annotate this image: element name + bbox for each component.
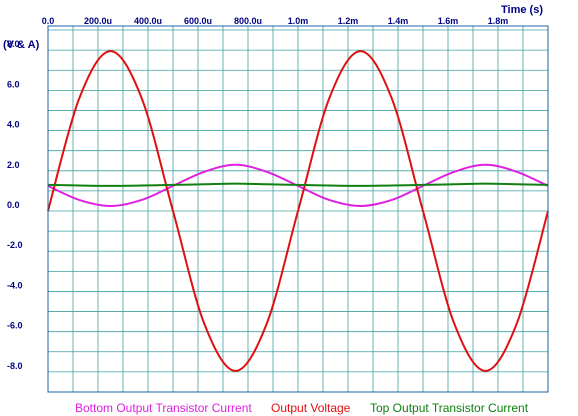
x-tick-label: 0.0	[42, 16, 55, 26]
x-tick-label: 400.0u	[134, 16, 162, 26]
series-line-output-voltage	[47, 50, 549, 372]
y-tick-label: 2.0	[7, 160, 20, 170]
y-tick-label: -8.0	[7, 361, 23, 371]
y-tick-label: 4.0	[7, 120, 20, 130]
x-axis-ticks: 0.0 200.0u 400.0u 600.0u 800.0u 1.0m 1.2m 1.4m 1…	[42, 16, 509, 26]
y-tick-label: -6.0	[7, 321, 23, 331]
x-tick-label: 1.6m	[438, 16, 459, 26]
grid	[48, 26, 548, 392]
x-tick-label: 1.2m	[338, 16, 359, 26]
legend-item-output-voltage: Output Voltage	[271, 401, 351, 415]
plot-frame	[47, 25, 549, 393]
y-axis-ticks: 8.0 6.0 4.0 2.0 0.0 -2.0 -4.0 -6.0 -8.0	[7, 39, 23, 371]
legend-item-top-output-transistor-current: Top Output Transistor Current	[370, 401, 529, 415]
y-tick-label: -4.0	[7, 280, 23, 290]
x-tick-label: 1.0m	[288, 16, 309, 26]
legend: Bottom Output Transistor Current Output V…	[75, 401, 529, 415]
y-axis-title: (V & A)	[3, 39, 40, 51]
x-tick-label: 200.0u	[84, 16, 112, 26]
y-tick-label: 0.0	[7, 200, 20, 210]
y-tick-label: 6.0	[7, 79, 20, 89]
x-tick-label: 600.0u	[184, 16, 212, 26]
series-layer	[47, 50, 549, 372]
series-line-top-output-transistor-current	[47, 182, 549, 187]
y-tick-label: -2.0	[7, 240, 23, 250]
legend-item-bottom-output-transistor-current: Bottom Output Transistor Current	[75, 401, 252, 415]
x-axis-title: Time (s)	[501, 4, 543, 16]
y-tick-label: 8.0	[7, 39, 20, 49]
x-tick-label: 1.8m	[488, 16, 509, 26]
x-tick-label: 800.0u	[234, 16, 262, 26]
x-tick-label: 1.4m	[388, 16, 409, 26]
